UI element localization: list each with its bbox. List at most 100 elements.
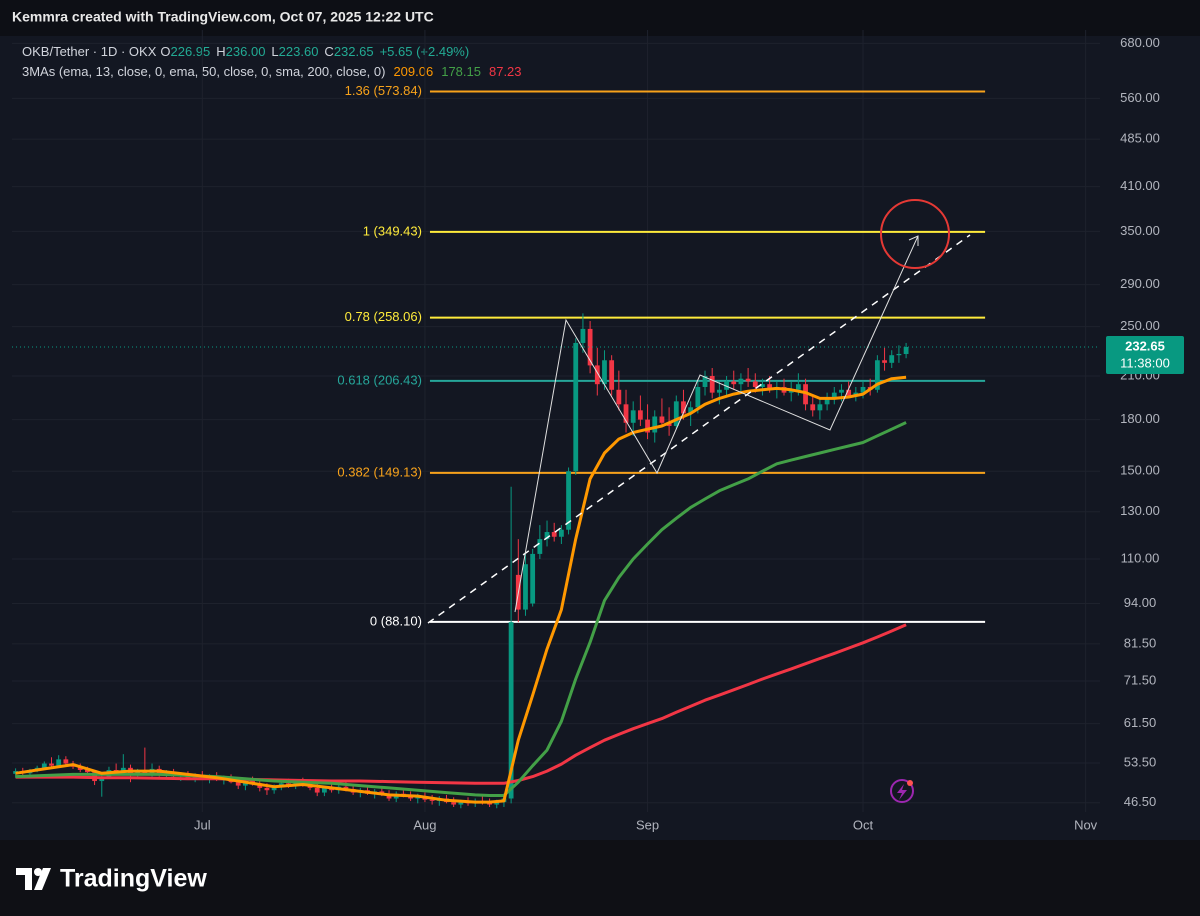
logo: TradingView: [16, 865, 207, 893]
candle-body: [882, 360, 887, 363]
change: +5.65 (+2.49%): [380, 44, 470, 59]
y-tick-label: 46.50: [1124, 794, 1157, 809]
top-bar: [0, 0, 1200, 36]
fib-label: 0 (88.10): [370, 613, 422, 628]
candle-body: [673, 401, 679, 426]
zigzag: [514, 235, 919, 613]
candle-body: [681, 401, 686, 414]
candle-body: [429, 799, 435, 801]
ohlc-value: 226.95: [171, 44, 211, 59]
candle-body: [616, 389, 622, 405]
ohlc-key: O: [160, 44, 170, 59]
y-tick-label: 485.00: [1120, 131, 1160, 146]
legend-row: 3MAs (ema, 13, close, 0, ema, 50, close,…: [22, 64, 522, 79]
candle-body: [235, 782, 241, 786]
fib-label: 1 (349.43): [363, 223, 422, 238]
y-tick-label: 81.50: [1124, 635, 1157, 650]
candle-body: [587, 328, 593, 366]
y-tick-label: 410.00: [1120, 178, 1160, 193]
arrow-head: [908, 235, 919, 246]
candle-body: [630, 410, 636, 423]
candle-body: [77, 766, 83, 770]
candle-body: [544, 532, 550, 540]
candle-body: [767, 384, 773, 390]
y-tick-label: 560.00: [1120, 90, 1160, 105]
symbol: OKB/Tether · 1D · OKX: [22, 44, 157, 59]
candle-body: [120, 767, 126, 773]
candle-body: [652, 416, 658, 433]
candle-body: [731, 381, 737, 385]
fib-label: 0.382 (149.13): [337, 464, 422, 479]
price-tag-value: 232.65: [1125, 338, 1165, 353]
y-tick-label: 110.00: [1121, 550, 1160, 565]
y-tick-label: 250.00: [1120, 318, 1160, 333]
candle-body: [903, 346, 909, 355]
ma-value: 87.23: [489, 64, 522, 79]
y-tick-label: 180.00: [1120, 411, 1160, 426]
x-tick-label: Nov: [1074, 817, 1098, 832]
candle-body: [49, 763, 54, 766]
ma-value: 209.06: [393, 64, 433, 79]
candle-body: [56, 759, 62, 766]
moving-average: [15, 375, 907, 804]
candle-body: [645, 419, 650, 433]
ohlc-value: 223.60: [279, 44, 319, 59]
x-tick-label: Oct: [853, 817, 874, 832]
x-tick-label: Aug: [413, 817, 436, 832]
candle-body: [458, 800, 464, 805]
x-tick-label: Sep: [636, 817, 659, 832]
candle-body: [831, 392, 837, 399]
candle-body: [724, 381, 729, 390]
candle-body: [795, 384, 801, 390]
logo-mark: [34, 868, 42, 876]
candle-body: [343, 786, 349, 790]
candle-body: [752, 381, 758, 387]
candle-body: [494, 802, 500, 805]
candle-body: [41, 763, 47, 768]
bottom-bar: [0, 840, 1200, 916]
candle-body: [508, 622, 514, 799]
candle-body: [264, 787, 270, 791]
y-tick-label: 350.00: [1120, 223, 1160, 238]
fib-label: 1.36 (573.84): [345, 83, 422, 98]
candle-body: [609, 360, 615, 390]
header: Kemmra created with TradingView.com, Oct…: [12, 9, 434, 25]
candle-body: [716, 389, 722, 393]
candle-body: [738, 378, 744, 385]
candle-body: [896, 353, 902, 356]
alert-icon: [890, 779, 914, 803]
moving-average: [15, 421, 907, 797]
candle-body: [523, 564, 528, 610]
candle-body: [566, 471, 571, 530]
candle-body: [860, 386, 866, 393]
logo-mark: [16, 868, 32, 890]
candle-body: [530, 553, 536, 604]
candle-body: [271, 786, 277, 791]
candle-body: [810, 404, 816, 411]
candle-body: [558, 529, 564, 537]
y-tick-label: 680.00: [1120, 35, 1160, 50]
candle-body: [745, 378, 751, 382]
candle-body: [709, 375, 715, 393]
candle-body: [623, 404, 629, 423]
y-tick-label: 130.00: [1120, 503, 1160, 518]
candle-body: [386, 794, 392, 799]
ohlc-key: C: [324, 44, 333, 59]
price-tag: [1106, 335, 1184, 374]
candle-body: [659, 416, 665, 423]
alert-dot: [907, 780, 913, 786]
candle-body: [839, 389, 844, 393]
ohlc-key: H: [216, 44, 225, 59]
moving-average: [15, 623, 907, 785]
price-tag-timer: 11:38:00: [1120, 355, 1170, 370]
candle-body: [580, 328, 586, 343]
candle-body: [637, 410, 643, 420]
candle-body: [760, 384, 765, 387]
candle-body: [451, 802, 457, 805]
candle-body: [63, 759, 69, 764]
y-tick-label: 290.00: [1120, 276, 1160, 291]
candle-body: [889, 355, 895, 363]
x-tick-label: Jul: [194, 817, 211, 832]
